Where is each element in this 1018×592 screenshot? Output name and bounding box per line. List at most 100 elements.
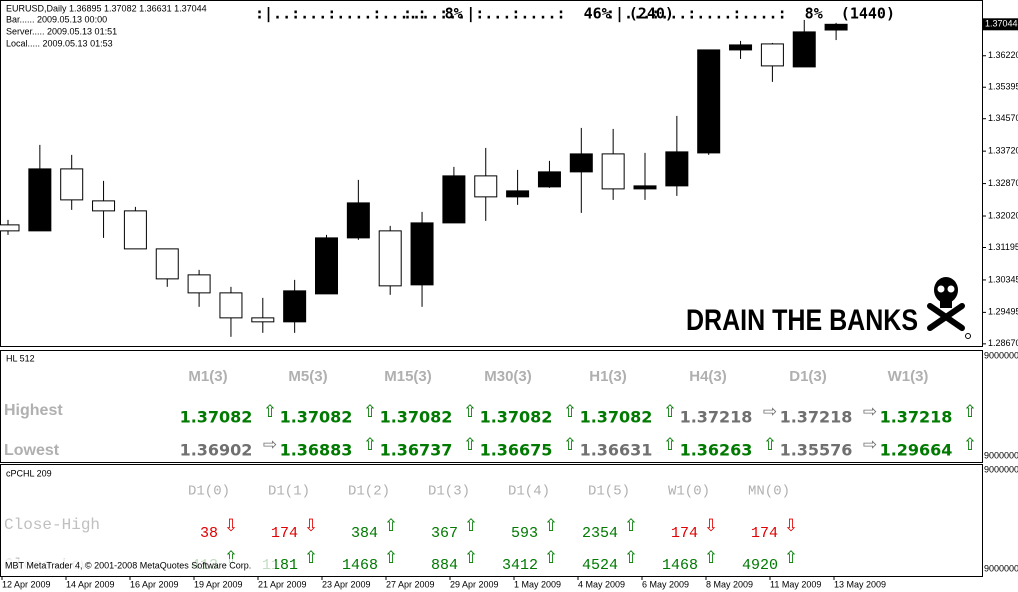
row-label: Highest [4,402,63,419]
y-tick-label: 1.33720 [988,146,1018,156]
cell-value: 174 [671,525,698,542]
cell-arrow: ⇧ [624,548,638,568]
cell-arrow: ⇩ [304,516,318,536]
cell-arrow: ⇨ [863,402,877,422]
candle-body [219,292,243,319]
y-tick-label: 1.34570 [988,113,1018,123]
candle-body [92,200,116,212]
cell-arrow: ⇧ [464,548,478,568]
axis-label: 9000000 [984,450,1018,460]
copyright: MBT MetaTrader 4, © 2001-2008 MetaQuotes… [5,560,251,570]
candle-body [123,210,147,250]
cell-value: 1.36631 [580,441,653,460]
candle-body [729,44,753,51]
server-time: Server..... 2009.05.13 01:51 [6,26,117,36]
cell-value: 384 [351,525,378,542]
x-tick-label: 27 Apr 2009 [386,579,435,589]
x-tick-label: 14 Apr 2009 [66,579,115,589]
cell-value: 2354 [582,525,618,542]
candle-body [601,153,625,190]
symbol-line: EURUSD,Daily 1.36895 1.37082 1.36631 1.3… [6,3,207,13]
cell-value: 367 [431,525,458,542]
y-tick-label: 1.35395 [988,82,1018,92]
candle-body [346,202,370,239]
column-header: D1(3) [428,484,470,500]
candle-body [697,49,721,154]
row-label: Lowest [4,442,60,459]
pchl-panel [0,464,983,577]
cell-value: 174 [751,525,778,542]
cell-arrow: ⇨ [263,435,277,455]
cell-value: 1.37082 [480,408,553,427]
cell-arrow: ⇧ [563,435,577,455]
cell-value: 1.29664 [880,441,953,460]
cell-value: 1.37218 [780,408,853,427]
cell-arrow: ⇩ [224,516,238,536]
cell-arrow: ⇩ [784,516,798,536]
row-label: Close-High [4,516,100,534]
cell-value: 1.36675 [480,441,553,460]
banner: DRAIN THE BANKS [686,304,918,337]
column-header: H1(3) [589,368,627,385]
meter: :|...:...:....:....: 8% (1440) [606,5,895,24]
cell-value: 1468 [342,557,378,574]
column-header: MN(0) [748,484,790,500]
cell-value: 1.37218 [880,408,953,427]
skull-icon [927,277,971,339]
column-header: D1(2) [348,484,390,500]
x-tick-label: 19 Apr 2009 [194,579,243,589]
cell-arrow: ⇧ [963,435,977,455]
cell-value: 884 [431,557,458,574]
cell-arrow: ⇧ [384,516,398,536]
y-tick-label: 1.32870 [988,178,1018,188]
candle-body [251,317,275,323]
candle-body [474,175,498,198]
cell-arrow: ⇧ [704,548,718,568]
candle-body [0,224,20,232]
x-tick-label: 29 Apr 2009 [450,579,499,589]
cell-value: 1.36883 [280,441,353,460]
cell-arrow: ⇧ [463,435,477,455]
column-header: H4(3) [689,368,727,385]
candle-body [28,168,52,232]
meter: :...:..|:...:....: 46% (240) [403,5,674,24]
main-panel [0,0,983,347]
candle-body [537,171,561,188]
cell-value: 3412 [502,557,538,574]
cell-value: 1.36902 [180,441,253,460]
x-tick-label: 12 Apr 2009 [2,579,51,589]
current-price-label: 1.37044 [985,19,1018,29]
candle-body [665,151,689,187]
candle-body [315,237,338,295]
cell-arrow: ⇧ [263,402,277,422]
candle-body [792,31,816,68]
candle-body [155,248,179,280]
y-tick-label: 1.29495 [988,307,1018,317]
cell-value: 1468 [662,557,698,574]
cell-arrow: ⇧ [963,402,977,422]
cell-value: 1.37082 [280,408,353,427]
cell-arrow: ⇧ [304,548,318,568]
cell-arrow: ⇧ [544,516,558,536]
candle-body [378,230,402,287]
cell-arrow: ⇧ [384,548,398,568]
bar-time: Bar...... 2009.05.13 00:00 [6,14,107,24]
y-tick-label: 1.30345 [988,274,1018,284]
candle-body [633,185,657,190]
cell-arrow: ⇧ [363,402,377,422]
cell-arrow: ⇩ [704,516,718,536]
axis-label: 9000000 [984,350,1018,360]
x-tick-label: 1 May 2009 [514,579,561,589]
cell-value: 1.37082 [580,408,653,427]
hl-panel [0,350,983,463]
candle-body [760,43,784,67]
candle-body [410,222,434,286]
column-header: M15(3) [384,368,432,385]
cell-value: 4920 [742,557,778,574]
y-tick-label: 1.36220 [988,50,1018,60]
x-tick-label: 8 May 2009 [706,579,753,589]
cell-value: 1.37218 [680,408,753,427]
